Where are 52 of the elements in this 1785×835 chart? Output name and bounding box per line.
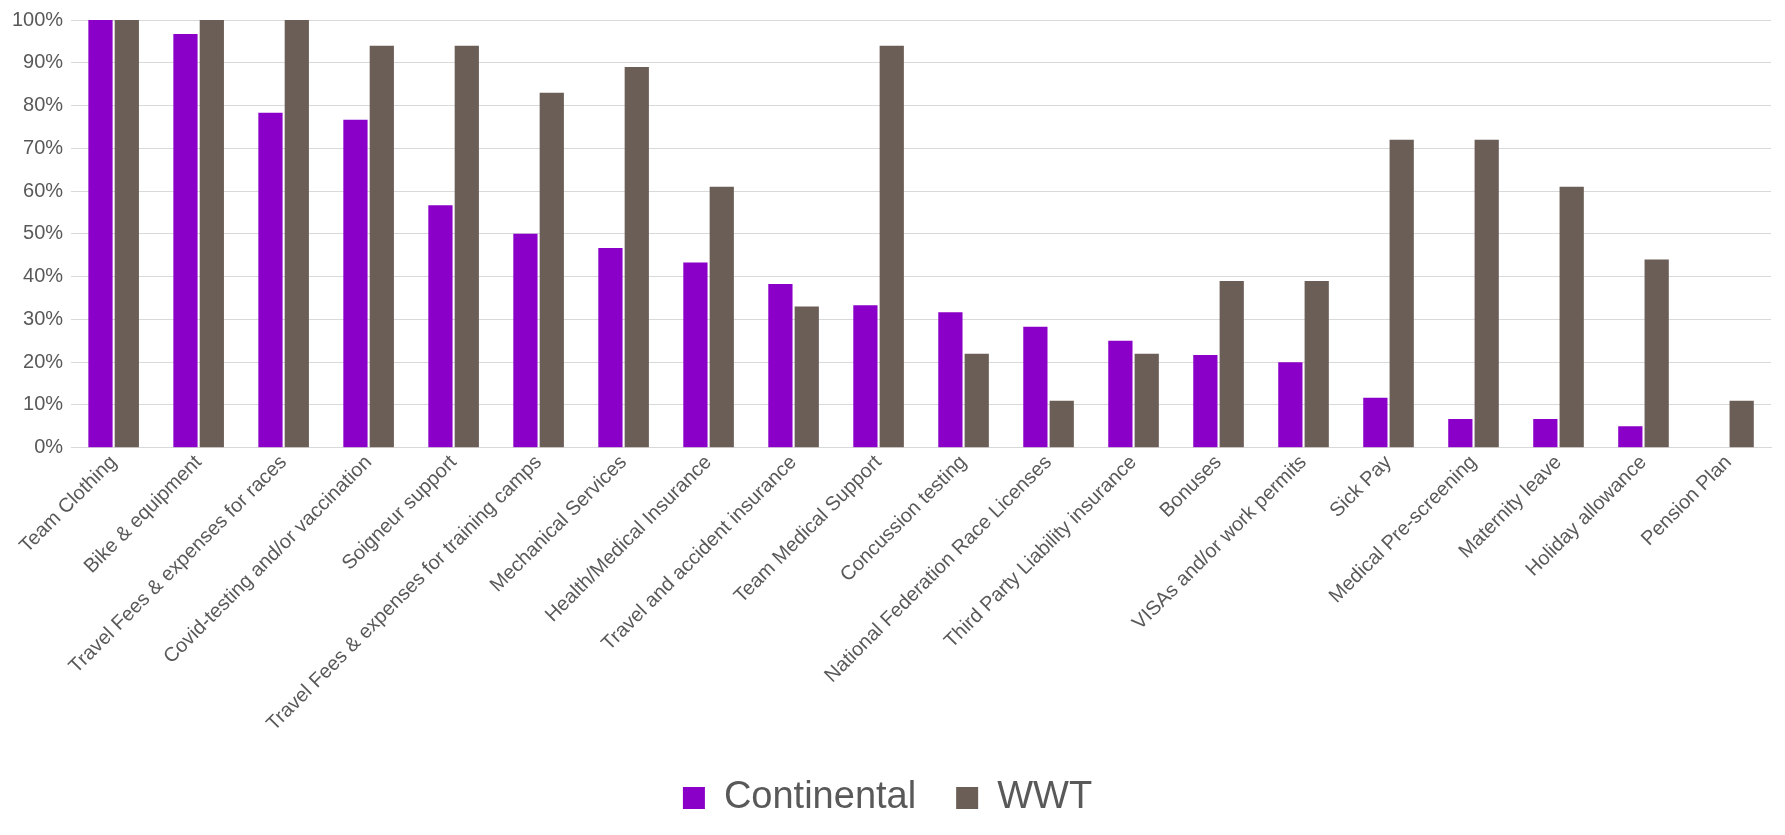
bar [199, 20, 224, 448]
bar [258, 112, 283, 448]
y-tick-label: 80% [23, 93, 64, 116]
bar [1729, 400, 1754, 448]
bar [1049, 400, 1074, 448]
y-tick-label: 10% [23, 392, 64, 415]
y-tick-label: 50% [23, 221, 64, 244]
bar [709, 186, 734, 448]
bar [173, 34, 198, 448]
bar [683, 262, 708, 448]
bar [1134, 353, 1159, 448]
bar [964, 353, 989, 448]
legend-label: WWT [997, 774, 1093, 817]
bar [1389, 139, 1414, 448]
bar [938, 312, 963, 448]
bar [539, 92, 564, 448]
bar [1108, 340, 1133, 448]
y-tick-label: 20% [23, 349, 64, 372]
bar [794, 306, 819, 448]
legend-label: Continental [723, 774, 917, 817]
bar [853, 305, 878, 448]
bar [1618, 426, 1643, 448]
bar [1559, 186, 1584, 448]
bar [88, 20, 113, 448]
bar [879, 45, 904, 448]
bar [428, 205, 453, 448]
bar [1644, 259, 1669, 448]
bar [1023, 326, 1048, 448]
y-tick-label: 0% [34, 435, 64, 458]
bar [1278, 362, 1303, 448]
bar [1474, 139, 1499, 448]
bar [1363, 397, 1388, 448]
bar [1448, 419, 1473, 448]
bar [454, 45, 479, 448]
bar [1193, 354, 1218, 448]
bar [624, 67, 649, 448]
y-tick-label: 60% [23, 178, 64, 201]
bar [369, 45, 394, 448]
y-tick-label: 100% [12, 7, 64, 30]
y-tick-label: 70% [23, 135, 64, 158]
bar [1304, 280, 1329, 448]
bar [284, 20, 309, 448]
bar [1219, 280, 1244, 448]
y-tick-label: 90% [23, 50, 64, 73]
bar [114, 20, 139, 448]
bar [598, 247, 623, 448]
bar [768, 283, 793, 448]
y-tick-label: 40% [23, 264, 64, 287]
bar [1533, 419, 1558, 448]
bar [343, 119, 368, 448]
y-tick-label: 30% [23, 306, 64, 329]
bar [513, 233, 538, 448]
